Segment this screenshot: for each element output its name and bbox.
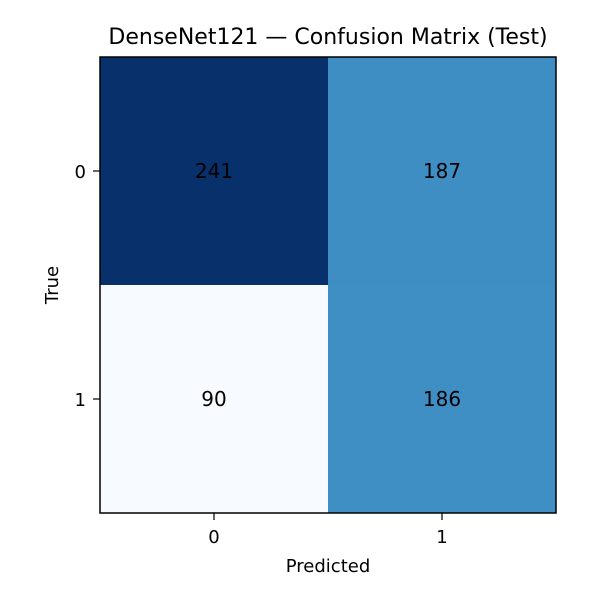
- y-axis-ticks: 01: [75, 162, 100, 411]
- plot-frame: [99, 56, 557, 514]
- heatmap-cells: [100, 57, 556, 513]
- x-tick-label-1: 1: [436, 527, 447, 548]
- heatmap-cell-1-1: [328, 285, 556, 513]
- heatmap-cell-1-0: [100, 285, 328, 513]
- heatmap-cell-0-0: [100, 57, 328, 285]
- cell-value-1-0: 90: [201, 387, 226, 411]
- x-tick-label-0: 0: [208, 527, 219, 548]
- cell-value-0-1: 187: [423, 159, 461, 183]
- y-axis-label: True: [42, 266, 63, 305]
- y-tick-label-1: 1: [75, 390, 86, 411]
- x-axis-label: Predicted: [286, 556, 371, 577]
- chart-title: DenseNet121 — Confusion Matrix (Test): [108, 25, 547, 50]
- y-tick-label-0: 0: [75, 162, 86, 183]
- cell-value-labels: 241 187 90 186: [195, 159, 461, 411]
- heatmap-cell-0-1: [328, 57, 556, 285]
- cell-value-0-0: 241: [195, 159, 233, 183]
- cell-value-1-1: 186: [423, 387, 461, 411]
